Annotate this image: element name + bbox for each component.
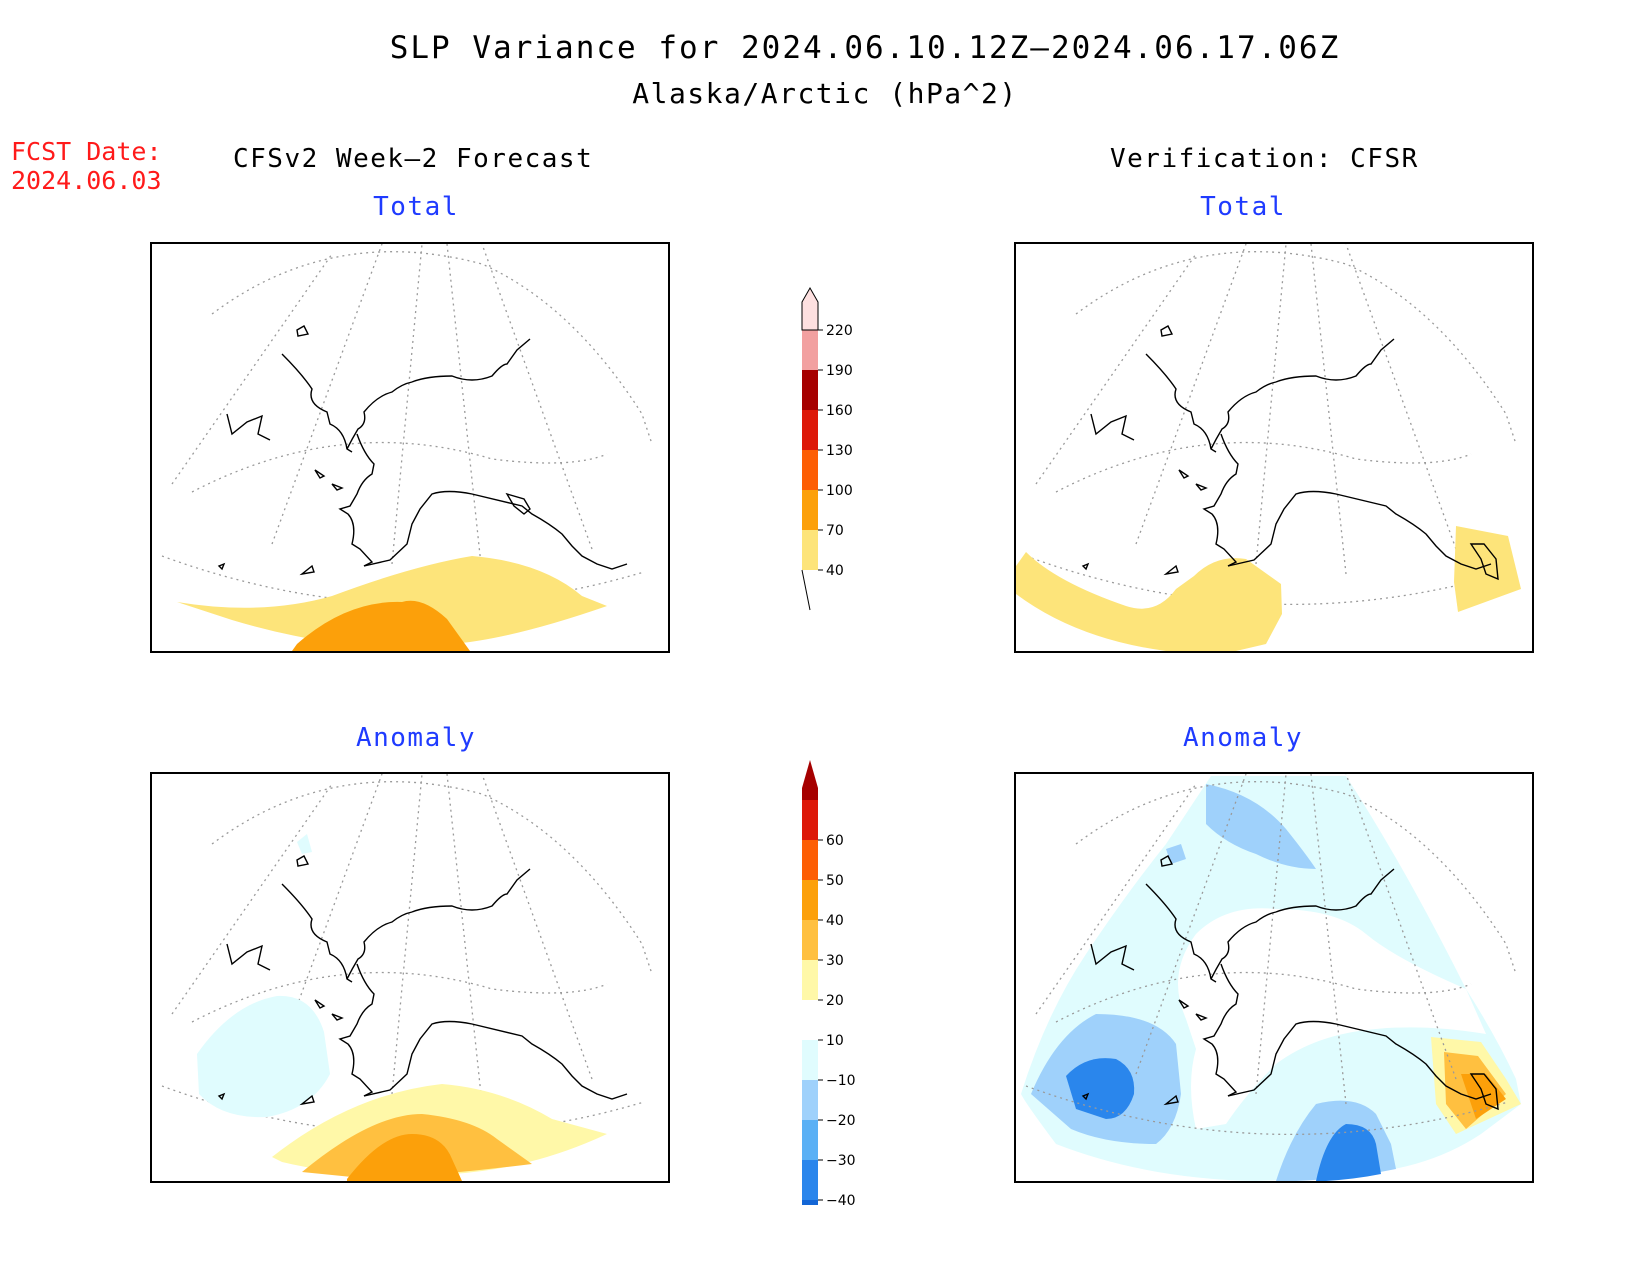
colorbar-swatch (802, 530, 818, 570)
verification-total-label: Total (1200, 192, 1286, 222)
verification-column-header: Verification: CFSR (1110, 144, 1419, 174)
colorbar-swatch (802, 800, 818, 840)
colorbar-swatch (802, 370, 818, 410)
colorbar-swatch (802, 1040, 818, 1080)
colorbar-tick-label: −30 (826, 1153, 856, 1169)
colorbar-swatch (802, 490, 818, 530)
colorbar-swatch (802, 1120, 818, 1160)
forecast-anomaly-label: Anomaly (355, 723, 477, 753)
colorbar-swatch (802, 1000, 818, 1040)
verification-anomaly-map (1014, 772, 1534, 1183)
colorbar-tick-label: 60 (826, 833, 844, 849)
colorbar-tail (801, 569, 811, 611)
colorbar-tick-label: −20 (826, 1113, 856, 1129)
colorbar-swatch (802, 840, 818, 880)
forecast-column-header: CFSv2 Week–2 Forecast (233, 144, 594, 174)
colorbar-swatch (802, 960, 818, 1000)
total-colorbar: 40 70 100 130 160 190 220 (801, 286, 853, 611)
colorbar-tick-label: 160 (826, 403, 853, 419)
colorbar-tick-label: 40 (826, 913, 844, 929)
forecast-date-value: 2024.06.03 (11, 166, 162, 195)
forecast-date-label: FCST Date: (11, 137, 162, 166)
colorbar-tick-label: 130 (826, 443, 853, 459)
forecast-total-label: Total (373, 192, 459, 222)
colorbar-swatch (802, 1200, 818, 1205)
colorbar-tick-label: 10 (826, 1033, 844, 1049)
colorbar-swatch (802, 450, 818, 490)
colorbar-tick-label: −40 (826, 1193, 856, 1205)
colorbar-tick-label: 40 (826, 563, 844, 579)
colorbar-swatch (802, 330, 818, 370)
colorbar-tick-label: 70 (826, 523, 844, 539)
verification-total-map (1014, 242, 1534, 653)
forecast-anomaly-map (150, 772, 670, 1183)
colorbar-tick-label: 30 (826, 953, 844, 969)
colorbar-tick-label: −10 (826, 1073, 856, 1089)
colorbar-swatch (802, 760, 818, 800)
map-title: SLP Variance for 2024.06.10.12Z–2024.06.… (389, 30, 1341, 66)
anomaly-colorbar: −40 −30 −20 −10 10 20 30 40 50 60 (802, 760, 856, 1205)
colorbar-swatch (802, 410, 818, 450)
colorbar-swatch (802, 920, 818, 960)
verification-anomaly-label: Anomaly (1182, 723, 1304, 753)
map-subtitle: Alaska/Arctic (hPa^2) (632, 77, 1018, 110)
colorbar-tick-label: 100 (826, 483, 853, 499)
colorbar-swatch (802, 880, 818, 920)
colorbar-tick-label: 50 (826, 873, 844, 889)
colorbar-tick-label: 190 (826, 363, 853, 379)
forecast-total-map (150, 242, 670, 653)
colorbar-swatch (802, 1160, 818, 1200)
colorbar-tick-label: 220 (826, 323, 853, 339)
colorbar-swatch (802, 1080, 818, 1120)
colorbar-tick-label: 20 (826, 993, 844, 1009)
colorbar-swatch (801, 286, 819, 331)
